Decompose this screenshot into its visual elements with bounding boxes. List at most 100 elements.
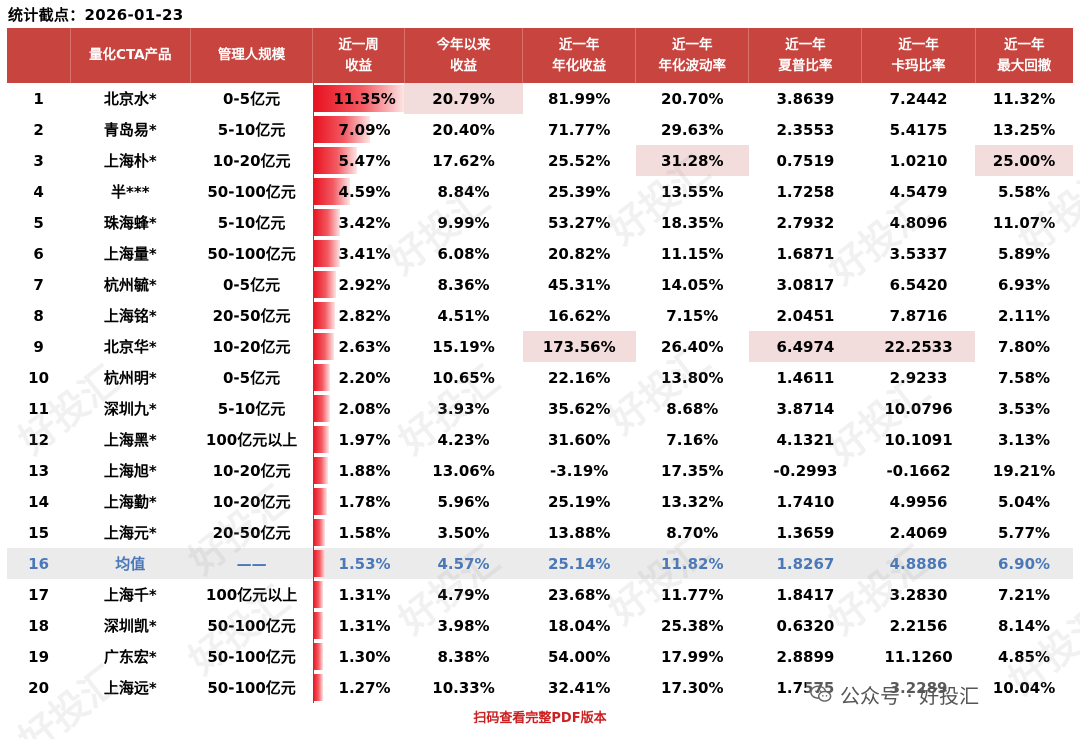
annual-return-cell: 25.52% <box>547 151 611 170</box>
calmar-cell: 1.0210 <box>889 151 948 170</box>
week-return-value: 4.59% <box>338 182 391 201</box>
week-return-cell: 3.41% <box>312 238 405 269</box>
week-return-cell: 1.97% <box>312 424 405 455</box>
scale-cell: 10-20亿元 <box>212 493 291 511</box>
table-row: 20 上海远* 50-100亿元 1.27% 10.33% 32.41% 17.30% 1.7… <box>7 672 1073 703</box>
max-drawdown-cell: 5.89% <box>998 244 1051 263</box>
product-cell: 上海量* <box>103 245 157 263</box>
rank-cell: 15 <box>28 523 50 542</box>
product-cell: 上海元* <box>103 524 157 542</box>
week-return-cell: 1.58% <box>312 517 405 548</box>
scale-cell: 50-100亿元 <box>207 183 296 201</box>
annual-return-cell: -3.19% <box>550 461 609 480</box>
product-cell: 广东宏* <box>103 648 157 666</box>
table-row: 11 深圳九* 5-10亿元 2.08% 3.93% 35.62% 8.68% 3.8714 1… <box>7 393 1073 424</box>
max-drawdown-cell: 7.58% <box>998 368 1051 387</box>
week-return-cell: 11.35% <box>312 83 405 114</box>
week-return-cell: 1.31% <box>312 579 405 610</box>
table-row: 1 北京水* 0-5亿元 11.35% 20.79% 81.99% 20.70% 3.8639… <box>7 83 1073 114</box>
product-cell: 深圳九* <box>103 400 157 418</box>
week-return-bar <box>312 643 324 670</box>
product-cell: 上海千* <box>103 586 157 604</box>
ytd-return-cell: 4.23% <box>437 430 490 449</box>
volatility-cell: 20.70% <box>661 89 724 108</box>
brand-badge: 公众号 · 好投汇 <box>806 676 984 712</box>
table-row: 18 深圳凯* 50-100亿元 1.31% 3.98% 18.04% 25.38% 0.63… <box>7 610 1073 641</box>
average-row: 16 均值 —— 1.53% 4.57% 25.14% 11.82% 1.8267 4.8886… <box>7 548 1073 579</box>
calmar-cell: 3.2289 <box>889 678 948 697</box>
max-drawdown-cell: 11.32% <box>992 89 1056 108</box>
table-row: 12 上海黑* 100亿元以上 1.97% 4.23% 31.60% 7.16% 4.1321… <box>7 424 1073 455</box>
annual-return-cell: 13.88% <box>547 523 611 542</box>
annual-return-cell: 45.31% <box>547 275 611 294</box>
volatility-cell: 18.35% <box>661 213 724 232</box>
scale-cell: 5-10亿元 <box>217 400 286 418</box>
rank-cell: 7 <box>33 275 44 294</box>
week-return-bar <box>312 550 326 577</box>
week-return-value: 2.92% <box>338 275 391 294</box>
week-return-value: 5.47% <box>338 151 391 170</box>
product-cell: 青岛易* <box>103 121 157 139</box>
product-cell: 半*** <box>111 183 150 201</box>
annual-return-cell: 54.00% <box>547 647 611 666</box>
sharpe-cell: -0.2993 <box>773 461 838 480</box>
week-return-cell: 1.78% <box>312 486 405 517</box>
week-return-value: 1.97% <box>338 430 391 449</box>
week-return-cell: 1.30% <box>312 641 405 672</box>
wechat-icon <box>810 685 832 702</box>
week-return-value: 1.53% <box>338 554 391 573</box>
calmar-cell: 7.2442 <box>889 89 948 108</box>
rank-cell: 13 <box>28 461 50 480</box>
product-cell: 上海铭* <box>103 307 157 325</box>
ytd-return-cell: 4.79% <box>437 585 490 604</box>
week-return-value: 2.63% <box>338 337 391 356</box>
week-return-cell: 1.31% <box>312 610 405 641</box>
rank-cell: 8 <box>33 306 44 325</box>
week-return-bar <box>312 147 357 174</box>
max-drawdown-cell: 3.53% <box>998 399 1051 418</box>
calmar-cell: 2.9233 <box>889 368 948 387</box>
table-row: 15 上海元* 20-50亿元 1.58% 3.50% 13.88% 8.70% 1.3659… <box>7 517 1073 548</box>
ytd-return-cell: 4.51% <box>437 306 490 325</box>
scale-cell: 100亿元以上 <box>205 586 298 604</box>
annual-return-cell: 16.62% <box>547 306 611 325</box>
calmar-cell-highlighted: 22.2533 <box>861 331 976 362</box>
week-return-value: 2.08% <box>338 399 391 418</box>
week-return-cell: 2.92% <box>312 269 405 300</box>
week-return-bar <box>312 240 341 267</box>
annual-return-cell: 25.39% <box>547 182 611 201</box>
rank-cell: 20 <box>28 678 50 697</box>
ytd-return-cell: 9.99% <box>437 213 490 232</box>
sharpe-cell: 3.8714 <box>776 399 835 418</box>
calmar-cell: 4.9956 <box>889 492 948 511</box>
rank-cell: 6 <box>33 244 44 263</box>
calmar-cell: 10.1091 <box>884 430 953 449</box>
sharpe-cell: 3.8639 <box>776 89 835 108</box>
ytd-return-cell: 13.06% <box>432 461 495 480</box>
ytd-return-cell: 6.08% <box>437 244 490 263</box>
volatility-cell: 14.05% <box>661 275 724 294</box>
sharpe-cell: 1.7258 <box>776 182 835 201</box>
week-return-bar <box>312 426 329 453</box>
rank-cell: 3 <box>33 151 44 170</box>
week-return-cell: 2.63% <box>312 331 405 362</box>
scale-cell: 10-20亿元 <box>212 462 291 480</box>
max-drawdown-cell: 5.04% <box>998 492 1051 511</box>
cta-ranking-table: 量化CTA产品 管理人规模 近一周 收益 今年以来 收益 近一年 年化收益 近一… <box>7 28 1073 703</box>
calmar-cell: 5.4175 <box>889 120 948 139</box>
max-drawdown-cell: 5.58% <box>998 182 1051 201</box>
week-return-bar <box>312 116 370 143</box>
volatility-cell: 11.77% <box>661 585 724 604</box>
volatility-cell: 25.38% <box>661 616 724 635</box>
scale-cell: 20-50亿元 <box>212 307 291 325</box>
week-return-value: 7.09% <box>338 120 391 139</box>
footer-note: 扫码查看完整PDF版本 <box>473 711 607 726</box>
report-date: 统计截点：2026-01-23 <box>8 6 184 24</box>
volatility-cell: 29.63% <box>661 120 724 139</box>
scale-cell: 20-50亿元 <box>212 524 291 542</box>
week-return-value: 1.58% <box>338 523 391 542</box>
week-return-bar <box>312 457 328 484</box>
sharpe-cell: 1.7410 <box>776 492 835 511</box>
header-calmar: 近一年 卡玛比率 <box>861 28 976 83</box>
annual-return-cell: 31.60% <box>547 430 611 449</box>
